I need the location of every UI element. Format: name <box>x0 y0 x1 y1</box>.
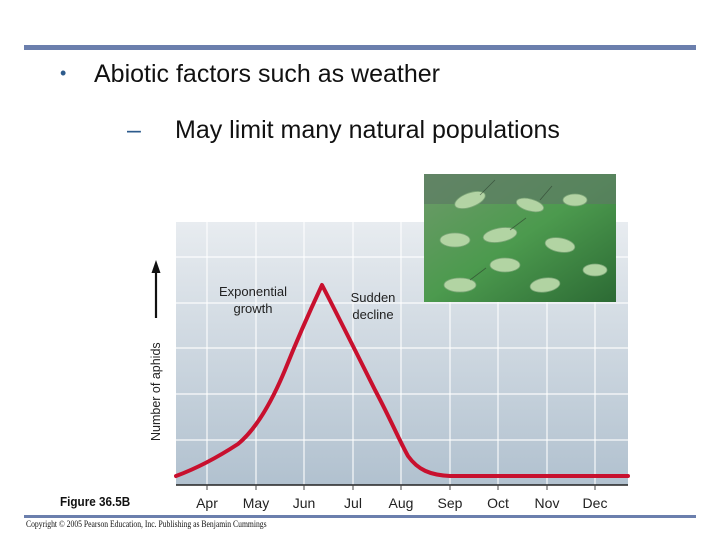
annotation-exponential-growth: Exponential growth <box>219 284 287 316</box>
y-axis-label: Number of aphids <box>149 342 163 441</box>
y-axis-arrow-icon <box>151 260 161 318</box>
x-tick-label: Nov <box>535 495 560 511</box>
copyright-notice: Copyright © 2005 Pearson Education, Inc.… <box>26 519 267 529</box>
bullet-marker: • <box>60 63 67 83</box>
figure-label: Figure 36.5B <box>60 494 131 509</box>
bullet-level1-text: Abiotic factors such as weather <box>94 60 440 88</box>
svg-text:growth: growth <box>233 301 272 316</box>
svg-text:Sudden: Sudden <box>351 290 396 305</box>
annotation-sudden-decline: Sudden decline <box>351 290 396 322</box>
top-divider <box>24 45 696 50</box>
dash-marker: – <box>127 116 141 144</box>
x-tick-label: Apr <box>196 495 218 511</box>
x-axis-ticks <box>206 485 596 490</box>
x-tick-label: Dec <box>583 495 608 511</box>
bullet-level2-text: May limit many natural populations <box>175 116 560 144</box>
x-tick-label: May <box>243 495 269 511</box>
aphid-photo <box>424 174 616 302</box>
svg-text:decline: decline <box>352 307 393 322</box>
bullet-level2: – May limit many natural populations <box>127 116 560 145</box>
x-tick-label: Oct <box>487 495 509 511</box>
bullet-level1: • Abiotic factors such as weather <box>60 60 440 89</box>
x-tick-label: Aug <box>389 495 414 511</box>
bottom-divider <box>24 515 696 518</box>
population-curve <box>174 283 630 478</box>
svg-text:Exponential: Exponential <box>219 284 287 299</box>
x-tick-label: Sep <box>438 495 463 511</box>
x-tick-label: Jun <box>293 495 316 511</box>
x-axis-labels: Apr May Jun Jul Aug Sep Oct Nov Dec <box>196 495 607 511</box>
x-tick-label: Jul <box>344 495 362 511</box>
